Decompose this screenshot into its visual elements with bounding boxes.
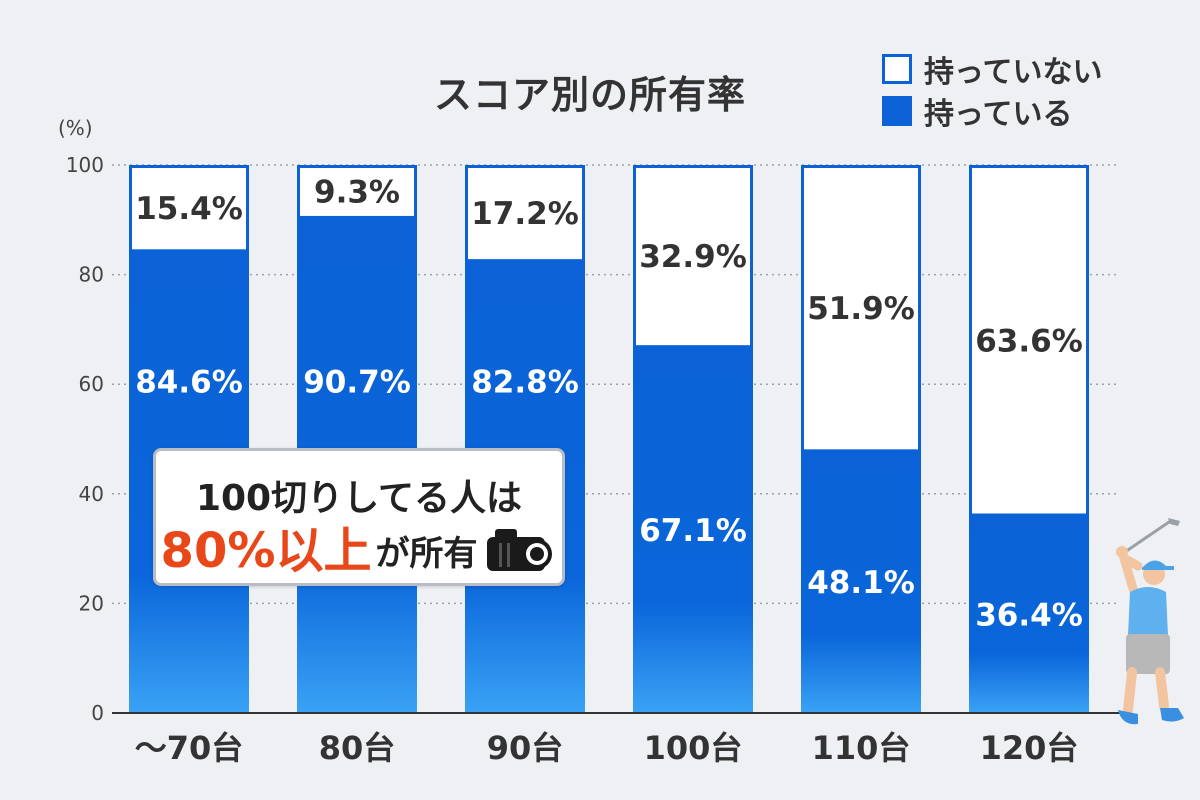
x-tick-label: 120台 <box>980 729 1079 767</box>
bars <box>129 165 1089 714</box>
callout-line1: 100切りしてる人は <box>195 478 523 519</box>
legend-swatch-blue <box>882 96 912 126</box>
chart-title: スコア別の所有率 <box>433 73 746 117</box>
golfer-icon <box>1116 518 1184 725</box>
x-tick-label: 〜70台 <box>135 729 244 767</box>
legend-label: 持っていない <box>924 55 1103 90</box>
rangefinder-icon <box>487 529 553 571</box>
bar-owned <box>801 449 921 713</box>
bar-not-owned <box>804 168 918 450</box>
data-label-owned: 36.4% <box>975 597 1083 633</box>
data-label-owned: 90.7% <box>303 364 411 400</box>
data-label-owned: 84.6% <box>135 364 243 400</box>
data-label-owned: 82.8% <box>471 364 579 400</box>
bar-owned <box>969 513 1089 713</box>
callout-box: 100切りしてる人は 80%以上 が所有 <box>153 448 565 586</box>
axes: 0 20 40 60 80 100 〜70台 80台 90台 100台 110台 120台 <box>66 153 1120 767</box>
y-tick-label: 20 <box>79 591 104 615</box>
callout-rest: が所有 <box>375 534 478 575</box>
data-label-owned: 48.1% <box>807 565 915 601</box>
legend-label: 持っている <box>924 97 1073 132</box>
x-tick-label: 80台 <box>319 729 396 767</box>
bar-not-owned <box>972 168 1086 514</box>
legend-entry-not-owned: 持っていない <box>882 48 1103 90</box>
legend-swatch-white <box>882 54 912 84</box>
data-label-not-owned: 9.3% <box>314 174 400 210</box>
y-tick-label: 0 <box>91 701 104 725</box>
y-tick-label: 100 <box>66 153 104 177</box>
bar-not-owned <box>300 168 414 216</box>
legend-entry-owned: 持っている <box>882 90 1103 132</box>
data-labels: 15.4% 84.6% 9.3% 90.7% 17.2% 82.8% 32.9% 67.1% 5… <box>135 174 1083 633</box>
callout-highlight: 80%以上 <box>160 523 372 579</box>
data-label-not-owned: 51.9% <box>807 291 915 327</box>
x-tick-label: 110台 <box>812 729 911 767</box>
data-label-not-owned: 63.6% <box>975 323 1083 359</box>
bar-not-owned <box>636 168 750 346</box>
y-axis-unit: (%) <box>58 116 93 140</box>
x-tick-label: 90台 <box>487 729 564 767</box>
bar-owned <box>633 345 753 713</box>
y-tick-label: 60 <box>79 372 104 396</box>
y-tick-label: 80 <box>79 263 104 287</box>
bar-not-owned <box>132 168 246 250</box>
data-label-not-owned: 15.4% <box>135 191 243 227</box>
callout-line2: 80%以上 が所有 <box>156 527 562 575</box>
x-tick-label: 100台 <box>644 729 743 767</box>
bar-not-owned <box>468 168 582 260</box>
data-label-owned: 67.1% <box>639 513 747 549</box>
legend: 持っていない 持っている <box>882 48 1103 132</box>
data-label-not-owned: 17.2% <box>471 196 579 232</box>
y-tick-label: 40 <box>79 482 104 506</box>
data-label-not-owned: 32.9% <box>639 239 747 275</box>
